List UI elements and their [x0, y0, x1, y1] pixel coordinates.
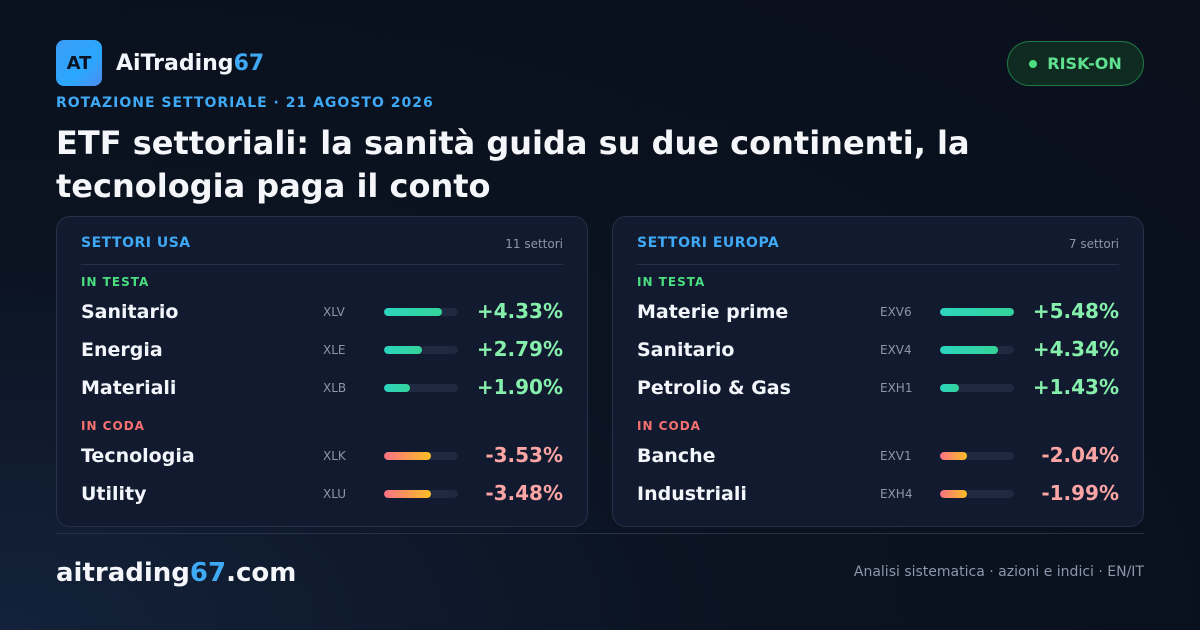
brand-name-main: AiTrading: [116, 51, 234, 76]
performance-bar: [940, 490, 1014, 498]
performance-bar-fill: [384, 452, 432, 460]
footer-divider: [56, 533, 1144, 534]
sector-name: Energia: [81, 339, 163, 361]
brand-logo: AT: [56, 40, 102, 86]
laggards-label: IN CODA: [81, 419, 145, 433]
sector-name: Tecnologia: [81, 445, 195, 467]
performance-bar-fill: [384, 346, 422, 354]
performance-value: +4.33%: [476, 299, 563, 323]
performance-bar: [384, 346, 458, 354]
laggards-label: IN CODA: [637, 419, 701, 433]
performance-bar-fill: [384, 490, 432, 498]
etf-ticker: EXV1: [880, 449, 912, 463]
sector-count: 7 settori: [1068, 237, 1119, 251]
sector-name: Utility: [81, 483, 147, 505]
sector-row: Banche EXV1 -2.04%: [637, 442, 1119, 472]
etf-ticker: EXH1: [880, 381, 913, 395]
card-title: SETTORI EUROPA: [637, 235, 780, 251]
performance-bar: [384, 308, 458, 316]
sector-name: Petrolio & Gas: [637, 377, 791, 399]
status-dot-icon: [1029, 59, 1038, 68]
sector-row: Petrolio & Gas EXH1 +1.43%: [637, 374, 1119, 404]
performance-value: +5.48%: [1032, 299, 1119, 323]
performance-bar: [384, 490, 458, 498]
site-accent: 67: [189, 558, 227, 588]
performance-bar: [940, 452, 1014, 460]
risk-status-label: RISK-ON: [1047, 54, 1122, 73]
sector-row: Energia XLE +2.79%: [81, 336, 563, 366]
performance-bar-fill: [384, 384, 410, 392]
performance-bar-fill: [940, 308, 1014, 316]
card-header: SETTORI USA 11 settori: [81, 235, 563, 265]
performance-bar-fill: [940, 490, 967, 498]
etf-ticker: XLE: [323, 343, 346, 357]
sector-name: Sanitario: [637, 339, 735, 361]
performance-bar-fill: [940, 346, 999, 354]
risk-status-badge: RISK-ON: [1007, 41, 1144, 86]
performance-bar: [384, 384, 458, 392]
sector-name: Materiali: [81, 377, 177, 399]
sector-row: Sanitario EXV4 +4.34%: [637, 336, 1119, 366]
performance-value: +1.43%: [1032, 375, 1119, 399]
site-main: aitrading: [56, 558, 190, 588]
sector-row: Sanitario XLV +4.33%: [81, 298, 563, 328]
leaders-label: IN TESTA: [637, 275, 706, 289]
sector-row: Utility XLU -3.48%: [81, 480, 563, 510]
performance-bar: [940, 384, 1014, 392]
performance-value: -3.53%: [485, 443, 563, 467]
performance-bar-fill: [384, 308, 443, 316]
card-title: SETTORI USA: [81, 235, 191, 251]
brand-name: AiTrading67: [116, 51, 264, 76]
performance-bar-fill: [940, 384, 960, 392]
usa-sectors-card: SETTORI USA 11 settori IN TESTA IN CODA …: [56, 216, 588, 527]
etf-ticker: XLB: [323, 381, 347, 395]
performance-bar: [940, 346, 1014, 354]
etf-ticker: XLV: [323, 305, 345, 319]
etf-ticker: EXH4: [880, 487, 913, 501]
performance-value: -1.99%: [1041, 481, 1119, 505]
sector-row: Industriali EXH4 -1.99%: [637, 480, 1119, 510]
performance-bar: [384, 452, 458, 460]
performance-value: +1.90%: [476, 375, 563, 399]
performance-value: +4.34%: [1032, 337, 1119, 361]
sector-row: Tecnologia XLK -3.53%: [81, 442, 563, 472]
brand-name-accent: 67: [233, 51, 265, 76]
performance-value: -2.04%: [1041, 443, 1119, 467]
sector-row: Materie prime EXV6 +5.48%: [637, 298, 1119, 328]
sector-name: Industriali: [637, 483, 747, 505]
page-title: ETF settoriali: la sanità guida su due c…: [56, 124, 970, 205]
etf-ticker: EXV6: [880, 305, 912, 319]
footer-tagline: Analisi sistematica · azioni e indici · …: [853, 564, 1144, 580]
performance-bar-fill: [940, 452, 968, 460]
etf-ticker: XLU: [323, 487, 347, 501]
sector-name: Banche: [637, 445, 716, 467]
sector-name: Materie prime: [637, 301, 789, 323]
performance-bar: [940, 308, 1014, 316]
kicker: ROTAZIONE SETTORIALE · 21 AGOSTO 2026: [56, 95, 434, 111]
sector-name: Sanitario: [81, 301, 179, 323]
performance-value: +2.79%: [476, 337, 563, 361]
europe-sectors-card: SETTORI EUROPA 7 settori IN TESTA IN COD…: [612, 216, 1144, 527]
leaders-label: IN TESTA: [81, 275, 150, 289]
site-tld: .com: [226, 558, 297, 588]
sector-count: 11 settori: [505, 237, 563, 251]
card-header: SETTORI EUROPA 7 settori: [637, 235, 1119, 265]
etf-ticker: EXV4: [880, 343, 912, 357]
etf-ticker: XLK: [323, 449, 346, 463]
site-link[interactable]: aitrading67.com: [56, 558, 296, 588]
sector-row: Materiali XLB +1.90%: [81, 374, 563, 404]
performance-value: -3.48%: [485, 481, 563, 505]
